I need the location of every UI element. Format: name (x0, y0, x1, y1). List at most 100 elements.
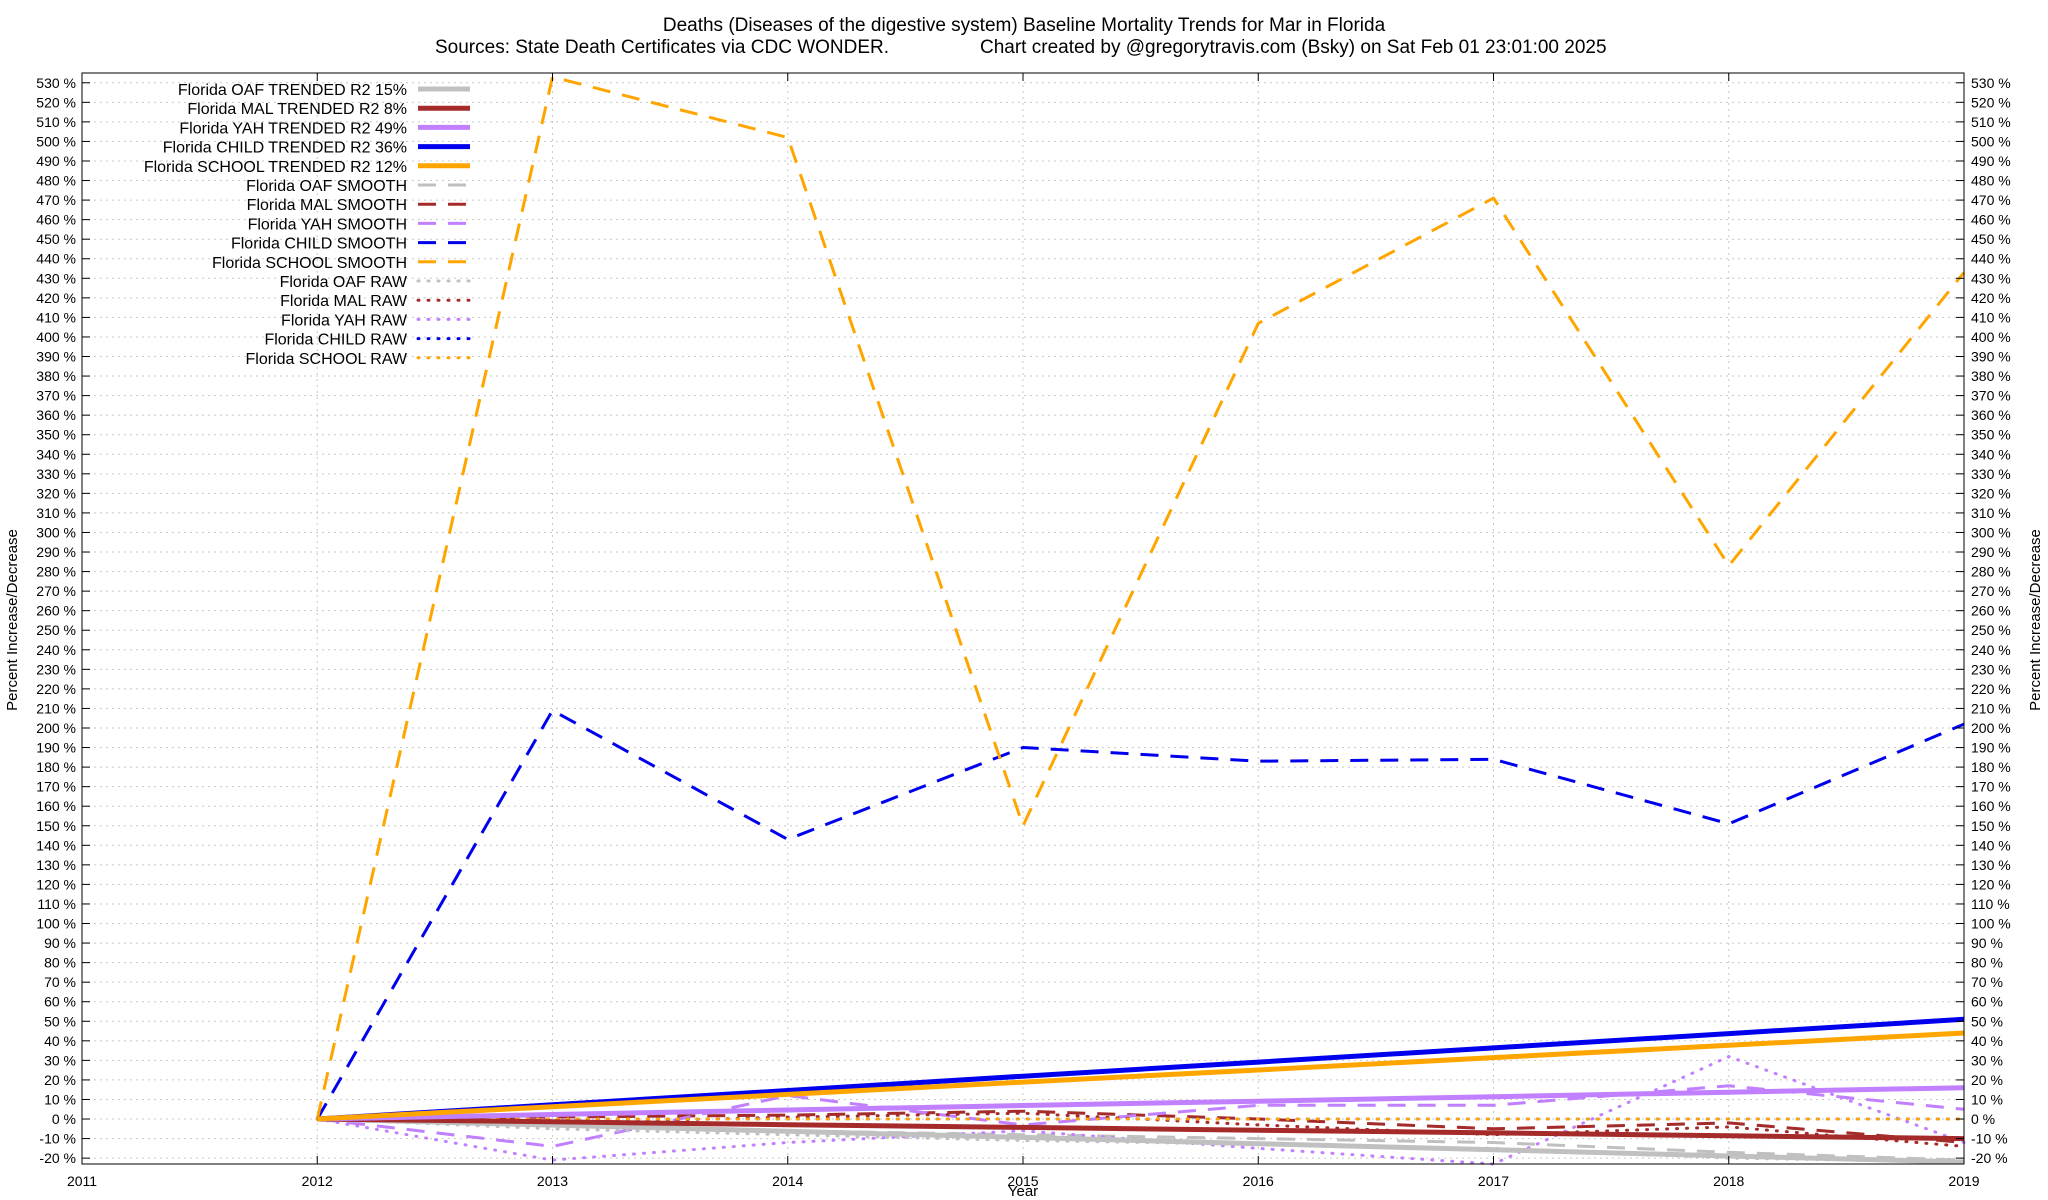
chart-title: Deaths (Diseases of the digestive system… (663, 15, 1386, 36)
legend-entry-label: Florida MAL RAW (280, 293, 408, 310)
y-tick-label-left: 200 % (36, 720, 76, 736)
y-tick-label-right: 300 % (1971, 524, 2011, 540)
chart-subtitle-credit: Chart created by @gregorytravis.com (Bsk… (980, 37, 1607, 58)
y-tick-label-left: 70 % (44, 974, 76, 990)
legend-entry-label: Florida MAL TRENDED R2 8% (187, 101, 407, 118)
grid-lines (81, 73, 1965, 1164)
y-tick-label-right: 80 % (1971, 955, 2003, 971)
y-tick-label-right: 410 % (1971, 309, 2011, 325)
legend-entry-label: Florida SCHOOL TRENDED R2 12% (144, 159, 407, 176)
y-tick-label-left: 360 % (36, 407, 76, 423)
y-tick-label-right: 150 % (1971, 818, 2011, 834)
y-tick-label-left: 240 % (36, 642, 76, 658)
y-tick-label-left: 320 % (36, 485, 76, 501)
y-tick-label-right: 520 % (1971, 94, 2011, 110)
y-tick-label-right: 40 % (1971, 1033, 2003, 1049)
y-tick-label-right: 360 % (1971, 407, 2011, 423)
y-tick-label-right: 380 % (1971, 368, 2011, 384)
x-tick-label: 2016 (1243, 1173, 1274, 1189)
y-tick-label-left: 10 % (44, 1091, 76, 1107)
y-tick-label-left: 40 % (44, 1033, 76, 1049)
y-tick-label-left: 100 % (36, 916, 76, 932)
y-tick-label-left: 250 % (36, 622, 76, 638)
y-axis-label-left: Percent Increase/Decrease (4, 529, 21, 711)
series-line-8 (315, 708, 1965, 1120)
y-tick-label-left: 490 % (36, 153, 76, 169)
y-tick-label-right: 270 % (1971, 583, 2011, 599)
y-tick-label-left: 260 % (36, 603, 76, 619)
y-tick-label-right: 390 % (1971, 349, 2011, 365)
legend-entry-label: Florida OAF TRENDED R2 15% (178, 82, 407, 99)
y-tick-label-right: 330 % (1971, 466, 2011, 482)
y-tick-label-left: 220 % (36, 681, 76, 697)
y-tick-label-right: 220 % (1971, 681, 2011, 697)
y-tick-label-left: 210 % (36, 700, 76, 716)
y-tick-label-right: 320 % (1971, 485, 2011, 501)
y-tick-label-right: 350 % (1971, 427, 2011, 443)
legend-entry-label: Florida MAL SMOOTH (247, 197, 407, 214)
y-tick-label-left: 520 % (36, 94, 76, 110)
y-tick-label-left: 130 % (36, 857, 76, 873)
series-lines (315, 75, 1966, 1166)
y-tick-label-right: 210 % (1971, 700, 2011, 716)
y-tick-label-right: 310 % (1971, 505, 2011, 521)
x-tick-label: 2018 (1713, 1173, 1744, 1189)
series-line-0 (317, 1116, 1965, 1165)
y-tick-label-right: 280 % (1971, 564, 2011, 580)
y-tick-label-right: 90 % (1971, 935, 2003, 951)
y-tick-label-right: 110 % (1971, 896, 2010, 912)
series-line-7 (317, 1084, 1965, 1148)
y-tick-label-left: 170 % (36, 779, 76, 795)
legend-entry-label: Florida CHILD TRENDED R2 36% (163, 140, 407, 157)
y-tick-label-left: 90 % (44, 935, 76, 951)
y-tick-label-left: 180 % (36, 759, 76, 775)
x-tick-label: 2017 (1478, 1173, 1509, 1189)
x-tick-label: 2014 (772, 1173, 803, 1189)
y-tick-label-left: -10 % (39, 1131, 76, 1147)
y-tick-label-left: 190 % (36, 740, 76, 756)
y-tick-label-left: 0 % (52, 1111, 76, 1127)
y-tick-label-right: 370 % (1971, 388, 2011, 404)
y-tick-label-right: -20 % (1971, 1150, 2008, 1166)
legend: Florida OAF TRENDED R2 15% Florida MAL TR… (144, 82, 472, 368)
y-tick-label-right: 290 % (1971, 544, 2011, 560)
y-tick-label-right: 10 % (1971, 1091, 2003, 1107)
series-line-1 (317, 1116, 1965, 1142)
y-tick-label-left: 350 % (36, 427, 76, 443)
y-axis-label-right: Percent Increase/Decrease (2027, 529, 2044, 711)
x-tick-label: 2012 (302, 1173, 333, 1189)
legend-entry-label: Florida YAH RAW (281, 312, 408, 329)
legend-entry-label: Florida OAF RAW (280, 274, 408, 291)
y-tick-label-right: 500 % (1971, 133, 2011, 149)
y-tick-label-right: 420 % (1971, 290, 2011, 306)
series-line-12 (315, 1055, 1966, 1166)
y-tick-label-left: 300 % (36, 524, 76, 540)
y-tick-label-left: 30 % (44, 1052, 76, 1068)
y-tick-label-right: 470 % (1971, 192, 2011, 208)
y-tick-label-right: 260 % (1971, 603, 2011, 619)
legend-entry-label: Florida OAF SMOOTH (246, 178, 407, 195)
y-tick-label-right: 130 % (1971, 857, 2011, 873)
y-tick-label-left: 330 % (36, 466, 76, 482)
y-tick-label-right: 460 % (1971, 212, 2011, 228)
y-tick-label-right: 530 % (1971, 75, 2011, 91)
x-tick-label: 2019 (1948, 1173, 1979, 1189)
x-tick-label: 2013 (537, 1173, 568, 1189)
x-tick-label: 2015 (1007, 1173, 1038, 1189)
y-tick-label-right: 340 % (1971, 446, 2011, 462)
y-tick-label-left: 460 % (36, 212, 76, 228)
y-tick-label-right: 120 % (1971, 876, 2011, 892)
legend-entry-label: Florida YAH SMOOTH (248, 216, 407, 233)
y-tick-label-left: 160 % (36, 798, 76, 814)
y-tick-label-left: 370 % (36, 388, 76, 404)
y-tick-label-right: 0 % (1971, 1111, 1995, 1127)
y-tick-label-right: 240 % (1971, 642, 2011, 658)
y-tick-label-right: 450 % (1971, 231, 2011, 247)
y-tick-label-right: 430 % (1971, 270, 2011, 286)
series-line-6 (317, 1109, 1965, 1144)
y-tick-label-right: 480 % (1971, 173, 2011, 189)
y-tick-label-left: -20 % (39, 1150, 76, 1166)
y-tick-label-left: 430 % (36, 270, 76, 286)
y-tick-label-right: 20 % (1971, 1072, 2003, 1088)
y-tick-label-left: 60 % (44, 994, 76, 1010)
